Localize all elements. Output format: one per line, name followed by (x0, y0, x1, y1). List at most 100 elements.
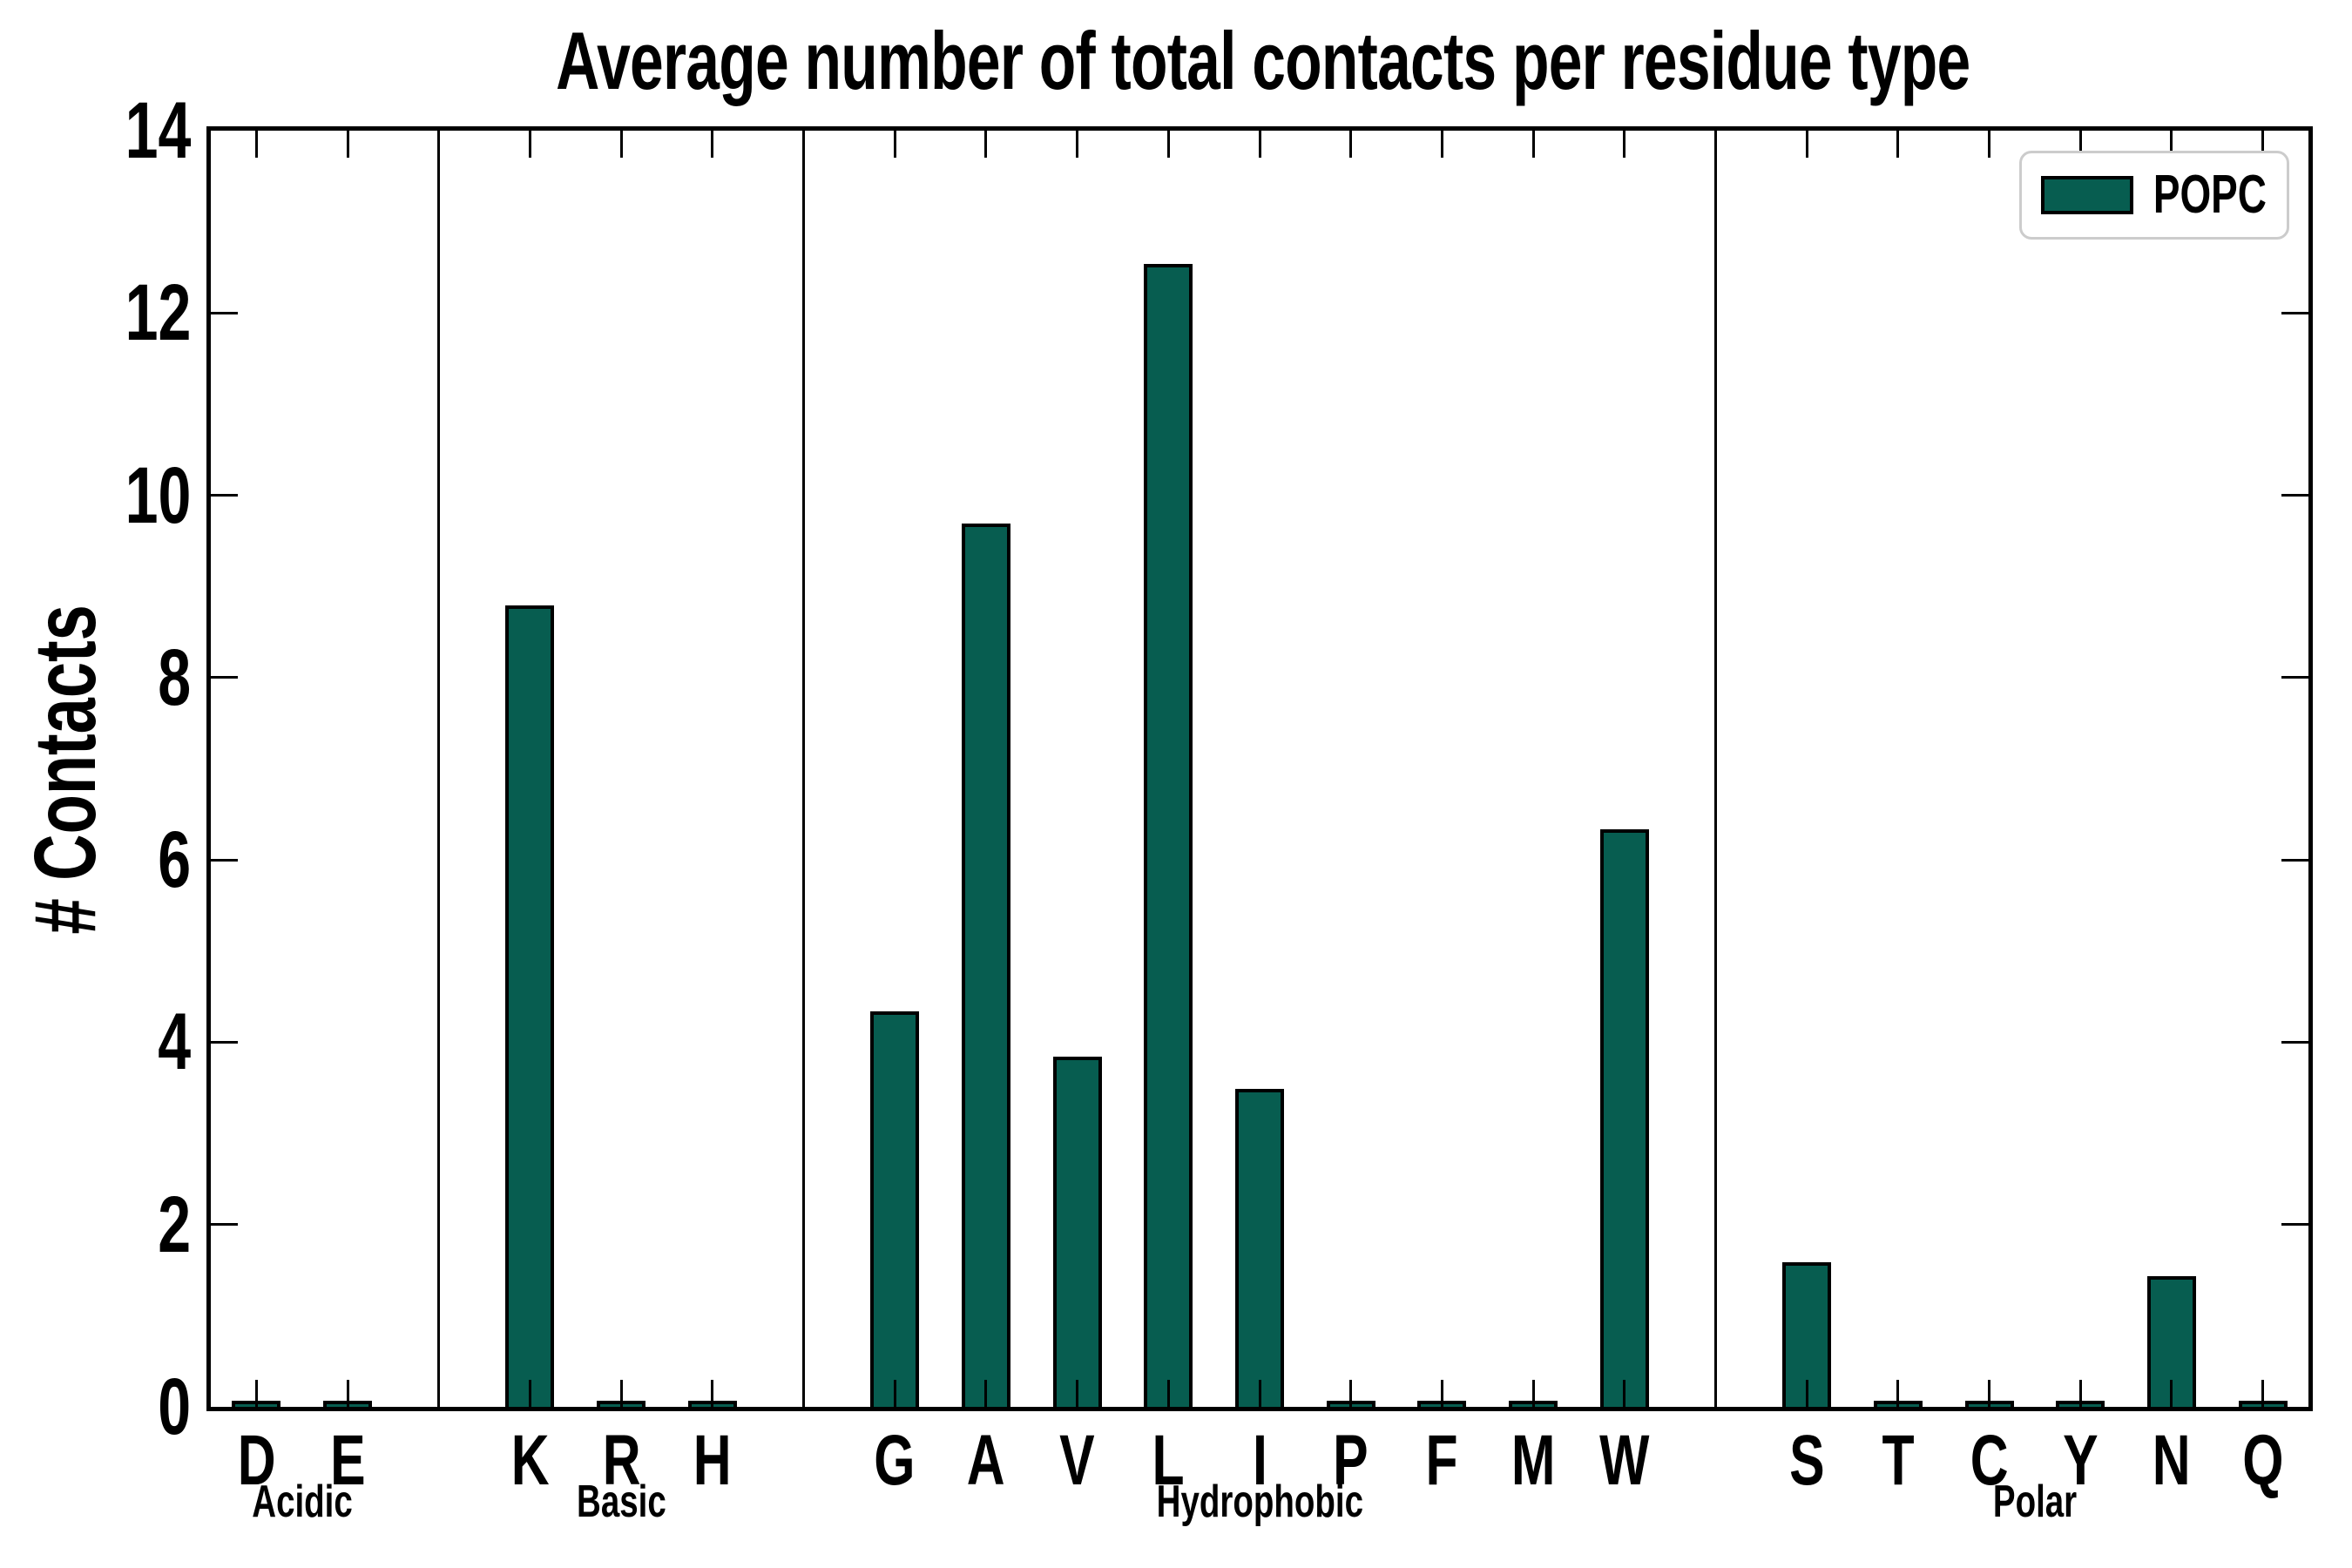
x-tick-top (1896, 131, 1900, 158)
x-tick-top (1166, 131, 1170, 158)
y-tick-left (211, 1040, 238, 1044)
x-tick-bottom (1349, 1380, 1353, 1407)
x-tick-label-text: A (966, 1421, 1005, 1500)
x-tick-top (1258, 131, 1261, 158)
x-tick-bottom (2170, 1380, 2173, 1407)
x-tick-bottom (346, 1380, 349, 1407)
x-tick-label-Y: Y (2011, 1425, 2150, 1497)
chart-title: Average number of total contacts per res… (305, 14, 2221, 108)
y-tick-label-text: 10 (125, 450, 191, 540)
x-tick-bottom (1896, 1380, 1900, 1407)
y-tick-label-text: 14 (125, 86, 191, 175)
x-tick-label-text: S (1788, 1421, 1825, 1500)
x-tick-bottom (1988, 1380, 1991, 1407)
x-tick-label-L: L (1098, 1425, 1238, 1497)
x-tick-bottom (893, 1380, 896, 1407)
y-tick-right (2281, 676, 2308, 679)
x-tick-top (346, 131, 349, 158)
bar-K (505, 605, 555, 1407)
y-tick-label-14: 14 (102, 91, 191, 171)
x-tick-top (1076, 131, 1079, 158)
x-tick-label-text: K (510, 1421, 550, 1500)
x-tick-label-Q: Q (2193, 1425, 2333, 1497)
x-tick-top (1805, 131, 1808, 158)
legend-label: POPC (2133, 168, 2287, 222)
y-tick-label-6: 6 (146, 820, 191, 900)
y-tick-label-12: 12 (102, 273, 191, 353)
x-tick-label-text: H (693, 1421, 732, 1500)
x-tick-label-H: H (643, 1425, 782, 1497)
x-tick-label-text: P (1333, 1421, 1369, 1500)
y-tick-left (211, 494, 238, 497)
y-axis-label-text: # Contacts (17, 604, 114, 935)
x-tick-top (2078, 131, 2082, 158)
x-tick-bottom (528, 1380, 531, 1407)
y-tick-right (2281, 1040, 2308, 1044)
group-label-polar: Polar (1817, 1479, 2253, 1524)
x-tick-label-V: V (1008, 1425, 1147, 1497)
chart-title-text: Average number of total contacts per res… (556, 15, 1970, 106)
x-tick-bottom (711, 1380, 714, 1407)
x-tick-top (1531, 131, 1535, 158)
y-tick-left (211, 676, 238, 679)
y-tick-label-text: 2 (158, 1179, 191, 1269)
x-tick-label-text: M (1511, 1421, 1556, 1500)
x-tick-label-P: P (1281, 1425, 1421, 1497)
group-divider (437, 131, 441, 1407)
x-tick-label-C: C (1920, 1425, 2059, 1497)
y-tick-label-text: 0 (158, 1362, 191, 1451)
x-tick-bottom (1258, 1380, 1261, 1407)
x-tick-label-text: G (874, 1421, 916, 1500)
x-tick-label-W: W (1555, 1425, 1694, 1497)
x-tick-bottom (1076, 1380, 1079, 1407)
y-tick-left (211, 858, 238, 862)
y-tick-label-4: 4 (146, 1002, 191, 1082)
y-tick-left (211, 1223, 238, 1227)
x-tick-label-text: C (1970, 1421, 2009, 1500)
x-tick-top (1349, 131, 1353, 158)
x-tick-label-I: I (1190, 1425, 1329, 1497)
x-tick-bottom (254, 1380, 258, 1407)
bar-A (961, 524, 1010, 1407)
x-tick-top (2261, 131, 2265, 158)
legend: POPC (2019, 151, 2289, 240)
x-tick-label-E: E (278, 1425, 417, 1497)
x-tick-top (2170, 131, 2173, 158)
plot-area (206, 126, 2313, 1411)
y-axis-label: # Contacts (17, 334, 114, 1205)
group-label-acidic: Acidic (84, 1479, 520, 1524)
x-tick-label-text: W (1599, 1421, 1650, 1500)
x-tick-top (1440, 131, 1443, 158)
bar-G (870, 1011, 920, 1407)
bar-I (1235, 1089, 1284, 1407)
x-tick-label-text: L (1152, 1421, 1185, 1500)
x-tick-label-D: D (186, 1425, 326, 1497)
x-tick-bottom (2078, 1380, 2082, 1407)
x-tick-top (1988, 131, 1991, 158)
x-tick-label-text: Q (2242, 1421, 2284, 1500)
x-tick-label-F: F (1372, 1425, 1511, 1497)
y-tick-right (2281, 1223, 2308, 1227)
bar-V (1052, 1057, 1102, 1407)
bar-L (1144, 264, 1193, 1407)
x-tick-top (254, 131, 258, 158)
group-label-basic: Basic (403, 1479, 839, 1524)
x-tick-label-text: D (237, 1421, 276, 1500)
x-tick-label-K: K (460, 1425, 599, 1497)
x-tick-top (711, 131, 714, 158)
y-tick-right (2281, 311, 2308, 314)
x-tick-bottom (1440, 1380, 1443, 1407)
x-tick-label-S: S (1737, 1425, 1876, 1497)
bar-W (1599, 829, 1649, 1407)
x-tick-bottom (984, 1380, 988, 1407)
x-tick-top (619, 131, 623, 158)
y-tick-right (2281, 858, 2308, 862)
group-divider (802, 131, 806, 1407)
y-tick-label-2: 2 (146, 1185, 191, 1265)
x-tick-label-text: F (1425, 1421, 1458, 1500)
y-tick-label-8: 8 (146, 638, 191, 718)
x-tick-label-A: A (916, 1425, 1056, 1497)
x-tick-label-text: E (329, 1421, 366, 1500)
group-label-hydrophobic: Hydrophobic (1042, 1479, 1477, 1524)
